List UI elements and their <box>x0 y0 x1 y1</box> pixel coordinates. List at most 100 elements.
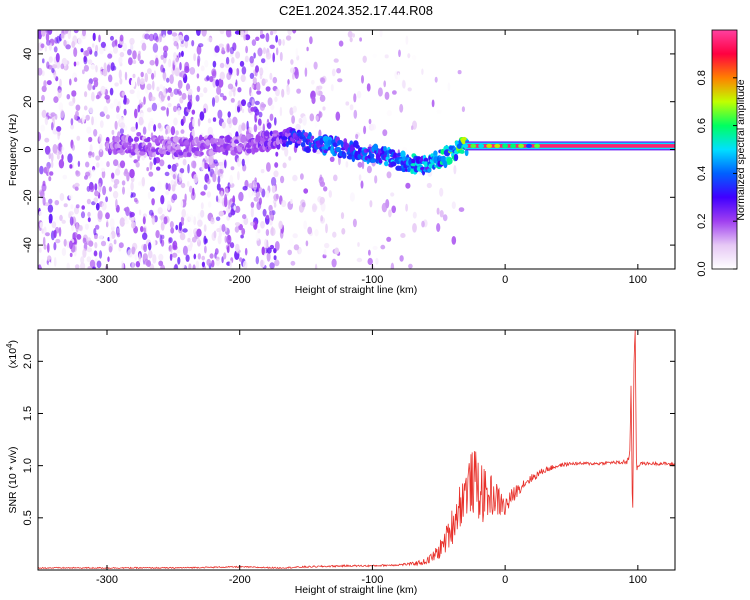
spectrogram-noise-cell <box>352 33 355 38</box>
spectrogram-noise-cell <box>149 161 153 171</box>
spectrogram-noise-cell <box>303 220 308 230</box>
spectrogram-noise-cell <box>255 191 261 198</box>
spectrogram-noise-cell <box>232 116 238 126</box>
spectrogram-noise-cell <box>99 111 106 117</box>
spectrogram-noise-cell <box>95 65 98 73</box>
spectrogram-noise-cell <box>138 253 141 263</box>
spectrogram-noise-cell <box>40 124 46 132</box>
spectrogram-noise-cell <box>238 191 244 202</box>
spectrogram-noise-cell <box>431 99 435 108</box>
spectrogram-noise-cell <box>69 216 74 226</box>
spectrogram-noise-cell <box>290 198 293 205</box>
spectrogram-noise-cell <box>390 192 395 197</box>
spectrogram-noise-cell <box>56 35 61 44</box>
spectrogram-noise-cell <box>184 65 190 74</box>
spectrogram-noise-cell <box>229 174 234 185</box>
spectrogram-noise-cell <box>247 236 250 243</box>
spectrogram-noise-cell <box>250 207 254 218</box>
spectrogram-noise-cell <box>138 209 142 216</box>
spectrogram-noise-cell <box>38 150 41 158</box>
spectrogram-noise-cell <box>44 45 47 52</box>
spectrogram-noise-cell <box>135 121 138 130</box>
spectrogram-noise-cell <box>170 126 176 136</box>
spectrogram-noise-cell <box>179 261 185 269</box>
spectrogram-noise-cell <box>227 199 231 210</box>
spectrogram-noise-cell <box>292 72 295 80</box>
spectrogram-noise-cell <box>86 126 92 134</box>
spectrogram-noise-cell <box>171 184 176 192</box>
spectrogram-noise-cell <box>97 210 103 220</box>
spectrogram-noise-cell <box>232 195 236 205</box>
spectrogram-noise-cell <box>185 213 189 223</box>
spectrogram-noise-cell <box>84 91 88 98</box>
colorbar: 0.0 0.2 0.4 0.6 0.8 Normalized spectral ampl… <box>696 29 747 277</box>
spectrogram-noise-cell <box>135 261 141 268</box>
spectrogram-noise-cell <box>134 108 138 119</box>
spectrogram-noise-cell <box>259 33 265 39</box>
spectrogram-noise-cell <box>262 208 267 217</box>
spectrogram-noise-cell <box>61 247 67 256</box>
spectrogram-noise-cell <box>314 120 318 129</box>
spectrogram-noise-cell <box>42 236 46 247</box>
spectrogram-noise-cell <box>178 91 183 96</box>
spectrogram-noise-cell <box>212 78 217 88</box>
spectrogram-noise-cell <box>310 79 315 85</box>
spectrogram-noise-cell <box>182 115 186 124</box>
spectrogram-noise-cell <box>102 185 107 196</box>
spectrogram-noise-cell <box>140 71 144 78</box>
spectrogram-noise-cell <box>187 101 192 110</box>
spectrogram-noise-cell <box>272 52 276 63</box>
spectrogram-noise-cell <box>185 254 190 262</box>
spectrogram-noise-cell <box>338 40 344 47</box>
spectrogram-noise-cell <box>279 106 283 117</box>
spectrogram-noise-cell <box>226 72 232 80</box>
spectrogram-noise-cell <box>163 50 168 59</box>
spectrogram-noise-cell <box>203 87 208 94</box>
spectrogram-noise-cell <box>52 144 58 154</box>
spectrogram-noise-cell <box>38 30 42 40</box>
spectrogram-noise-cell <box>236 68 240 76</box>
spectrogram-noise-cell <box>162 45 169 52</box>
spectrogram-noise-cell <box>180 70 186 79</box>
spectrogram-noise-cell <box>173 52 177 59</box>
spectrogram-noise-cell <box>340 212 345 220</box>
spectrogram-noise-cell <box>270 104 275 111</box>
spectrogram-noise-cell <box>153 157 157 166</box>
spectrogram-noise-cell <box>88 136 93 143</box>
spectrogram-noise-cell <box>148 242 152 251</box>
spectrogram-noise-cell <box>250 107 255 112</box>
spectrogram-noise-cell <box>62 174 68 180</box>
spectrogram-noise-cell <box>172 173 176 180</box>
y-tick-label: 40 <box>22 48 34 60</box>
colorbar-gradient <box>711 29 738 270</box>
spectrogram-noise-cell <box>159 234 163 244</box>
spectrogram-noise-cell <box>195 260 200 269</box>
spectrogram-noise-cell <box>397 72 400 81</box>
spectrogram-noise-cell <box>231 57 235 64</box>
spectrogram-noise-cell <box>71 90 77 97</box>
spectrogram-signal-cell <box>287 140 293 145</box>
spectrogram-noise-cell <box>331 258 337 268</box>
spectrogram-noise-cell <box>159 215 164 221</box>
spectrogram-noise-cell <box>107 256 110 263</box>
spectrogram-noise-cell <box>126 187 132 197</box>
spectrogram-noise-cell <box>153 124 157 132</box>
spectrogram-noise-cell <box>84 223 89 230</box>
spectrogram-noise-cell <box>264 59 269 66</box>
spectrogram-noise-cell <box>80 211 86 219</box>
spectrogram-noise-cell <box>169 91 174 98</box>
spectrogram-noise-cell <box>179 168 185 174</box>
spectrogram-noise-cell <box>201 261 205 268</box>
spectrogram-noise-cell <box>169 221 174 229</box>
spectrogram-noise-cell <box>82 69 85 75</box>
spectrogram-noise-cell <box>193 253 197 260</box>
spectrogram-noise-cell <box>162 34 166 44</box>
spectrogram-noise-cell <box>110 62 115 72</box>
spectrogram-noise-cell <box>319 174 323 181</box>
spectrogram-noise-cell <box>384 54 389 59</box>
carrier-segment <box>510 143 517 148</box>
spectrogram-noise-cell <box>44 137 50 143</box>
spectrogram-noise-cell <box>273 170 279 178</box>
spectrogram-noise-cell <box>175 130 179 136</box>
spectrogram-noise-cell <box>163 207 167 215</box>
